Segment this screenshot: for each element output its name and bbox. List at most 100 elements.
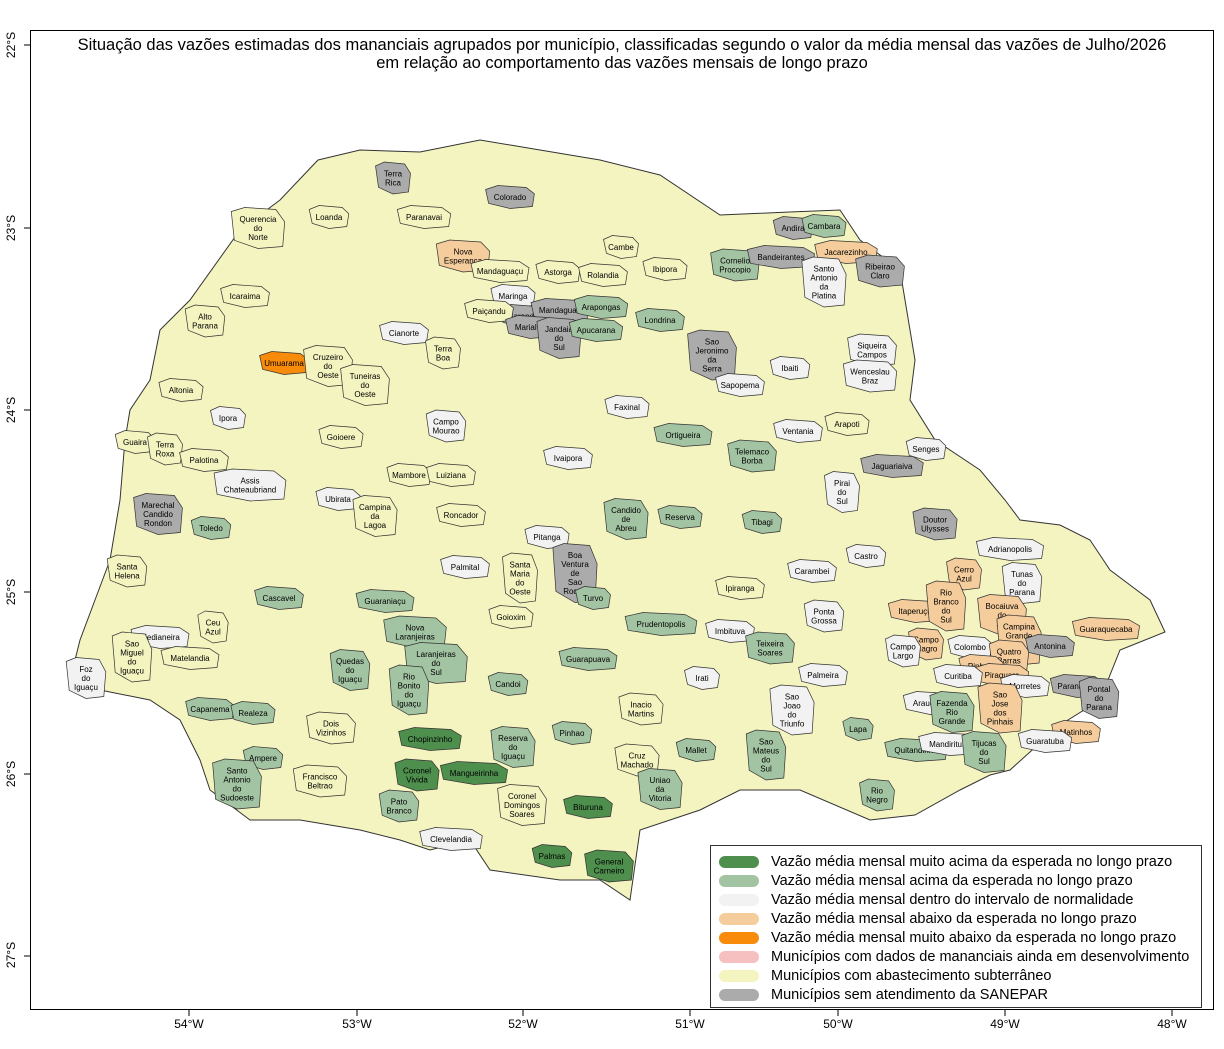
municipality-pato-branco[interactable]: Pato Branco	[378, 789, 420, 823]
municipality-terra-roxa[interactable]: Terra Roxa	[147, 432, 183, 466]
municipality-area-santa-helena[interactable]	[106, 554, 148, 588]
municipality-area-ivaipora[interactable]	[543, 446, 593, 470]
municipality-coronel-vivida[interactable]: Coronel Vivida	[394, 758, 440, 792]
municipality-faxinal[interactable]: Faxinal	[604, 395, 650, 419]
municipality-carambei[interactable]: Carambei	[787, 559, 837, 583]
municipality-area-loanda[interactable]	[308, 205, 350, 229]
municipality-prudentopolis[interactable]: Prudentopolis	[624, 612, 698, 636]
municipality-area-santo-antonio-do-sudoeste[interactable]	[212, 758, 262, 810]
municipality-quedas-do-iguacu[interactable]: Quedas do Iguaçu	[329, 649, 371, 691]
municipality-cornelio-procopio[interactable]: Cornelio Procopio	[710, 248, 760, 282]
municipality-santa-helena[interactable]: Santa Helena	[106, 554, 148, 588]
municipality-area-pontal-do-parana[interactable]	[1078, 677, 1120, 719]
municipality-area-terra-rica[interactable]	[375, 161, 411, 195]
municipality-guaraniacu[interactable]: Guaraniaçu	[355, 589, 415, 613]
municipality-assis-chateaubriand[interactable]: Assis Chateaubriand	[213, 468, 287, 502]
municipality-area-rio-bonito-do-iguacu[interactable]	[388, 664, 430, 716]
municipality-area-sao-jose-dos-pinhais[interactable]	[977, 682, 1023, 734]
municipality-cambara[interactable]: Cambara	[801, 214, 847, 238]
municipality-fazenda-rio-grande[interactable]: Fazenda Rio Grande	[929, 691, 975, 733]
municipality-area-sao-joao-do-triunfo[interactable]	[769, 684, 815, 736]
municipality-santo-antonio-da-platina[interactable]: Santo Antonio da Platina	[801, 256, 847, 308]
municipality-area-ribeirao-claro[interactable]	[855, 254, 905, 288]
municipality-ipora[interactable]: Ipora	[210, 406, 246, 430]
municipality-area-wenceslau-braz[interactable]	[842, 359, 898, 393]
municipality-toledo[interactable]: Toledo	[190, 516, 232, 540]
municipality-area-tijucas-do-sul[interactable]	[961, 731, 1007, 773]
municipality-area-ipiranga[interactable]	[715, 576, 765, 600]
municipality-sao-miguel-do-iguacu[interactable]: Sao Miguel do Iguaçu	[111, 631, 153, 683]
municipality-area-astorga[interactable]	[535, 260, 581, 284]
municipality-area-rolandia[interactable]	[578, 263, 628, 287]
municipality-pitanga[interactable]: Pitanga	[524, 525, 570, 549]
municipality-palmeira[interactable]: Palmeira	[798, 663, 848, 687]
municipality-luiziana[interactable]: Luiziana	[426, 463, 476, 487]
municipality-area-candido-de-abreu[interactable]	[603, 498, 649, 540]
municipality-area-doutor-ulysses[interactable]	[912, 507, 958, 541]
municipality-tijucas-do-sul[interactable]: Tijucas do Sul	[961, 731, 1007, 773]
municipality-area-campo-mourao[interactable]	[425, 409, 467, 443]
municipality-area-campo-largo[interactable]	[885, 634, 921, 668]
municipality-area-dois-vizinhos[interactable]	[306, 711, 356, 745]
municipality-teixeira-soares[interactable]: Teixeira Soares	[745, 631, 795, 665]
municipality-area-icaraima[interactable]	[220, 284, 270, 308]
municipality-area-palmital[interactable]	[440, 555, 490, 579]
municipality-area-faxinal[interactable]	[604, 395, 650, 419]
municipality-mangueirinha[interactable]: Mangueirinha	[439, 761, 508, 785]
municipality-area-sao-miguel-do-iguacu[interactable]	[111, 631, 153, 683]
municipality-ventania[interactable]: Ventania	[773, 419, 823, 443]
municipality-cruz-machado[interactable]: Cruz Machado	[614, 743, 660, 777]
municipality-area-coronel-vivida[interactable]	[394, 758, 440, 792]
municipality-area-guaraniacu[interactable]	[355, 589, 415, 613]
municipality-tuneiras-do-oeste[interactable]: Tuneiras do Oeste	[340, 364, 390, 406]
municipality-area-ortigueira[interactable]	[653, 423, 713, 447]
municipality-realeza[interactable]: Realeza	[230, 701, 276, 725]
municipality-apucarana[interactable]: Apucarana	[568, 318, 624, 342]
municipality-antonina[interactable]: Antonina	[1025, 634, 1075, 658]
municipality-area-terra-boa[interactable]	[425, 336, 461, 370]
municipality-astorga[interactable]: Astorga	[535, 260, 581, 284]
municipality-santo-antonio-do-sudoeste[interactable]: Santo Antonio do Sudoeste	[212, 758, 262, 810]
municipality-area-santa-maria-do-oeste[interactable]	[502, 552, 538, 604]
municipality-area-guarapuava[interactable]	[558, 647, 618, 671]
municipality-area-quedas-do-iguacu[interactable]	[329, 649, 371, 691]
municipality-area-ventania[interactable]	[773, 419, 823, 443]
municipality-rolandia[interactable]: Rolandia	[578, 263, 628, 287]
municipality-nova-laranjeiras[interactable]: Nova Laranjeiras	[383, 615, 447, 649]
municipality-area-sao-jeronimo-da-serra[interactable]	[687, 329, 737, 381]
municipality-roncador[interactable]: Roncador	[436, 503, 486, 527]
municipality-area-roncador[interactable]	[436, 503, 486, 527]
municipality-ipiranga[interactable]: Ipiranga	[715, 576, 765, 600]
municipality-jaguariaiva[interactable]: Jaguariaiva	[860, 454, 924, 478]
municipality-goioxim[interactable]: Goioxim	[488, 605, 534, 629]
municipality-area-londrina[interactable]	[635, 308, 685, 332]
municipality-area-ponta-grossa[interactable]	[803, 599, 845, 633]
municipality-rio-bonito-do-iguacu[interactable]: Rio Bonito do Iguaçu	[388, 664, 430, 716]
municipality-area-sao-mateus-do-sul[interactable]	[745, 729, 787, 781]
municipality-arapoti[interactable]: Arapoti	[824, 412, 870, 436]
municipality-castro[interactable]: Castro	[845, 544, 887, 568]
municipality-area-assis-chateaubriand[interactable]	[213, 468, 287, 502]
municipality-paicandu[interactable]: Paiçandu	[464, 299, 514, 323]
municipality-area-rio-branco-do-sul[interactable]	[925, 580, 967, 632]
municipality-area-apucarana[interactable]	[568, 318, 624, 342]
municipality-altonia[interactable]: Altonia	[158, 378, 204, 402]
municipality-area-telemaco-borba[interactable]	[727, 439, 777, 473]
municipality-area-matelandia[interactable]	[160, 646, 220, 670]
municipality-tunas-do-parana[interactable]: Tunas do Parana	[1001, 562, 1043, 604]
municipality-area-ibaiti[interactable]	[769, 356, 811, 380]
municipality-alto-parana[interactable]: Alto Parana	[184, 304, 226, 338]
municipality-area-general-carneiro[interactable]	[584, 849, 634, 883]
municipality-colorado[interactable]: Colorado	[485, 185, 535, 209]
municipality-arapongas[interactable]: Arapongas	[573, 295, 629, 319]
municipality-area-querencia-do-norte[interactable]	[230, 207, 286, 249]
municipality-area-turvo[interactable]	[575, 586, 611, 610]
municipality-area-mangueirinha[interactable]	[439, 761, 508, 785]
municipality-inacio-martins[interactable]: Inacio Martins	[618, 692, 664, 726]
municipality-area-colorado[interactable]	[485, 185, 535, 209]
municipality-ortigueira[interactable]: Ortigueira	[653, 423, 713, 447]
municipality-mallet[interactable]: Mallet	[675, 738, 717, 762]
municipality-rio-branco-do-sul[interactable]: Rio Branco do Sul	[925, 580, 967, 632]
municipality-doutor-ulysses[interactable]: Doutor Ulysses	[912, 507, 958, 541]
municipality-pinhao[interactable]: Pinhao	[551, 721, 593, 745]
